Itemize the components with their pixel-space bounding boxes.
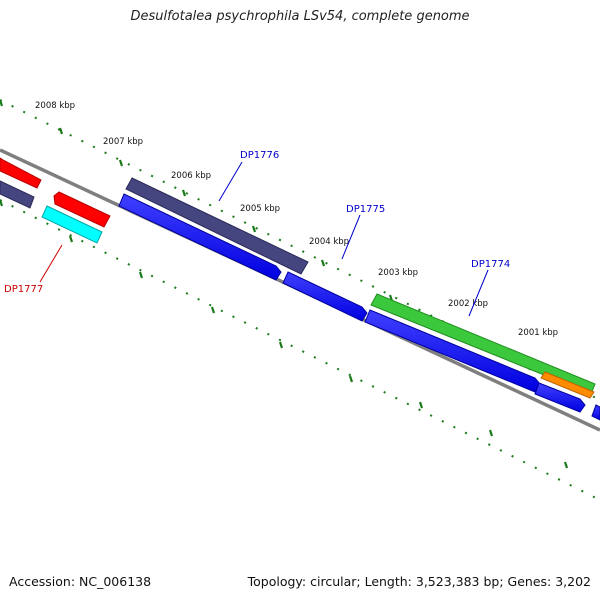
feature-navy-left [0, 180, 35, 209]
leader-dp1775 [341, 214, 361, 260]
feature-blue-edge [591, 404, 600, 421]
feature-cyan-dp1777 [41, 205, 103, 244]
gene-label-dp1775[interactable]: DP1775 [346, 204, 385, 215]
gene-label-dp1777[interactable]: DP1777 [4, 284, 43, 295]
tick-label-2002: 2002 kbp [448, 299, 488, 309]
genome-summary-text: Topology: circular; Length: 3,523,383 bp… [247, 574, 591, 589]
tick-label-2003: 2003 kbp [378, 268, 418, 278]
tick-label-2001: 2001 kbp [518, 328, 558, 338]
tick-label-2006: 2006 kbp [171, 171, 211, 181]
tick-label-2005: 2005 kbp [240, 204, 280, 214]
feature-navy-dp1776 [125, 177, 309, 275]
gene-label-dp1776[interactable]: DP1776 [240, 150, 279, 161]
gene-label-dp1774[interactable]: DP1774 [471, 259, 510, 270]
tick-label-2007: 2007 kbp [103, 137, 143, 147]
tick-label-2004: 2004 kbp [309, 237, 349, 247]
inner-major-ticks [0, 199, 569, 469]
inner-tick-track [0, 199, 600, 501]
feature-blue-small [534, 382, 586, 413]
map-title: Desulfotalea psychrophila LSv54, complet… [130, 9, 470, 24]
leader-dp1776 [218, 161, 243, 202]
leader-dp1777 [39, 244, 63, 283]
feature-blue-dp1776 [118, 193, 282, 281]
tick-label-2008: 2008 kbp [35, 101, 75, 111]
feature-blue-dp1775 [282, 271, 368, 322]
accession-text: Accession: NC_006138 [9, 574, 152, 589]
feature-orange [540, 371, 595, 399]
feature-red-dp1777 [53, 191, 111, 228]
leader-dp1774 [468, 269, 489, 317]
feature-red-forward [0, 157, 42, 189]
